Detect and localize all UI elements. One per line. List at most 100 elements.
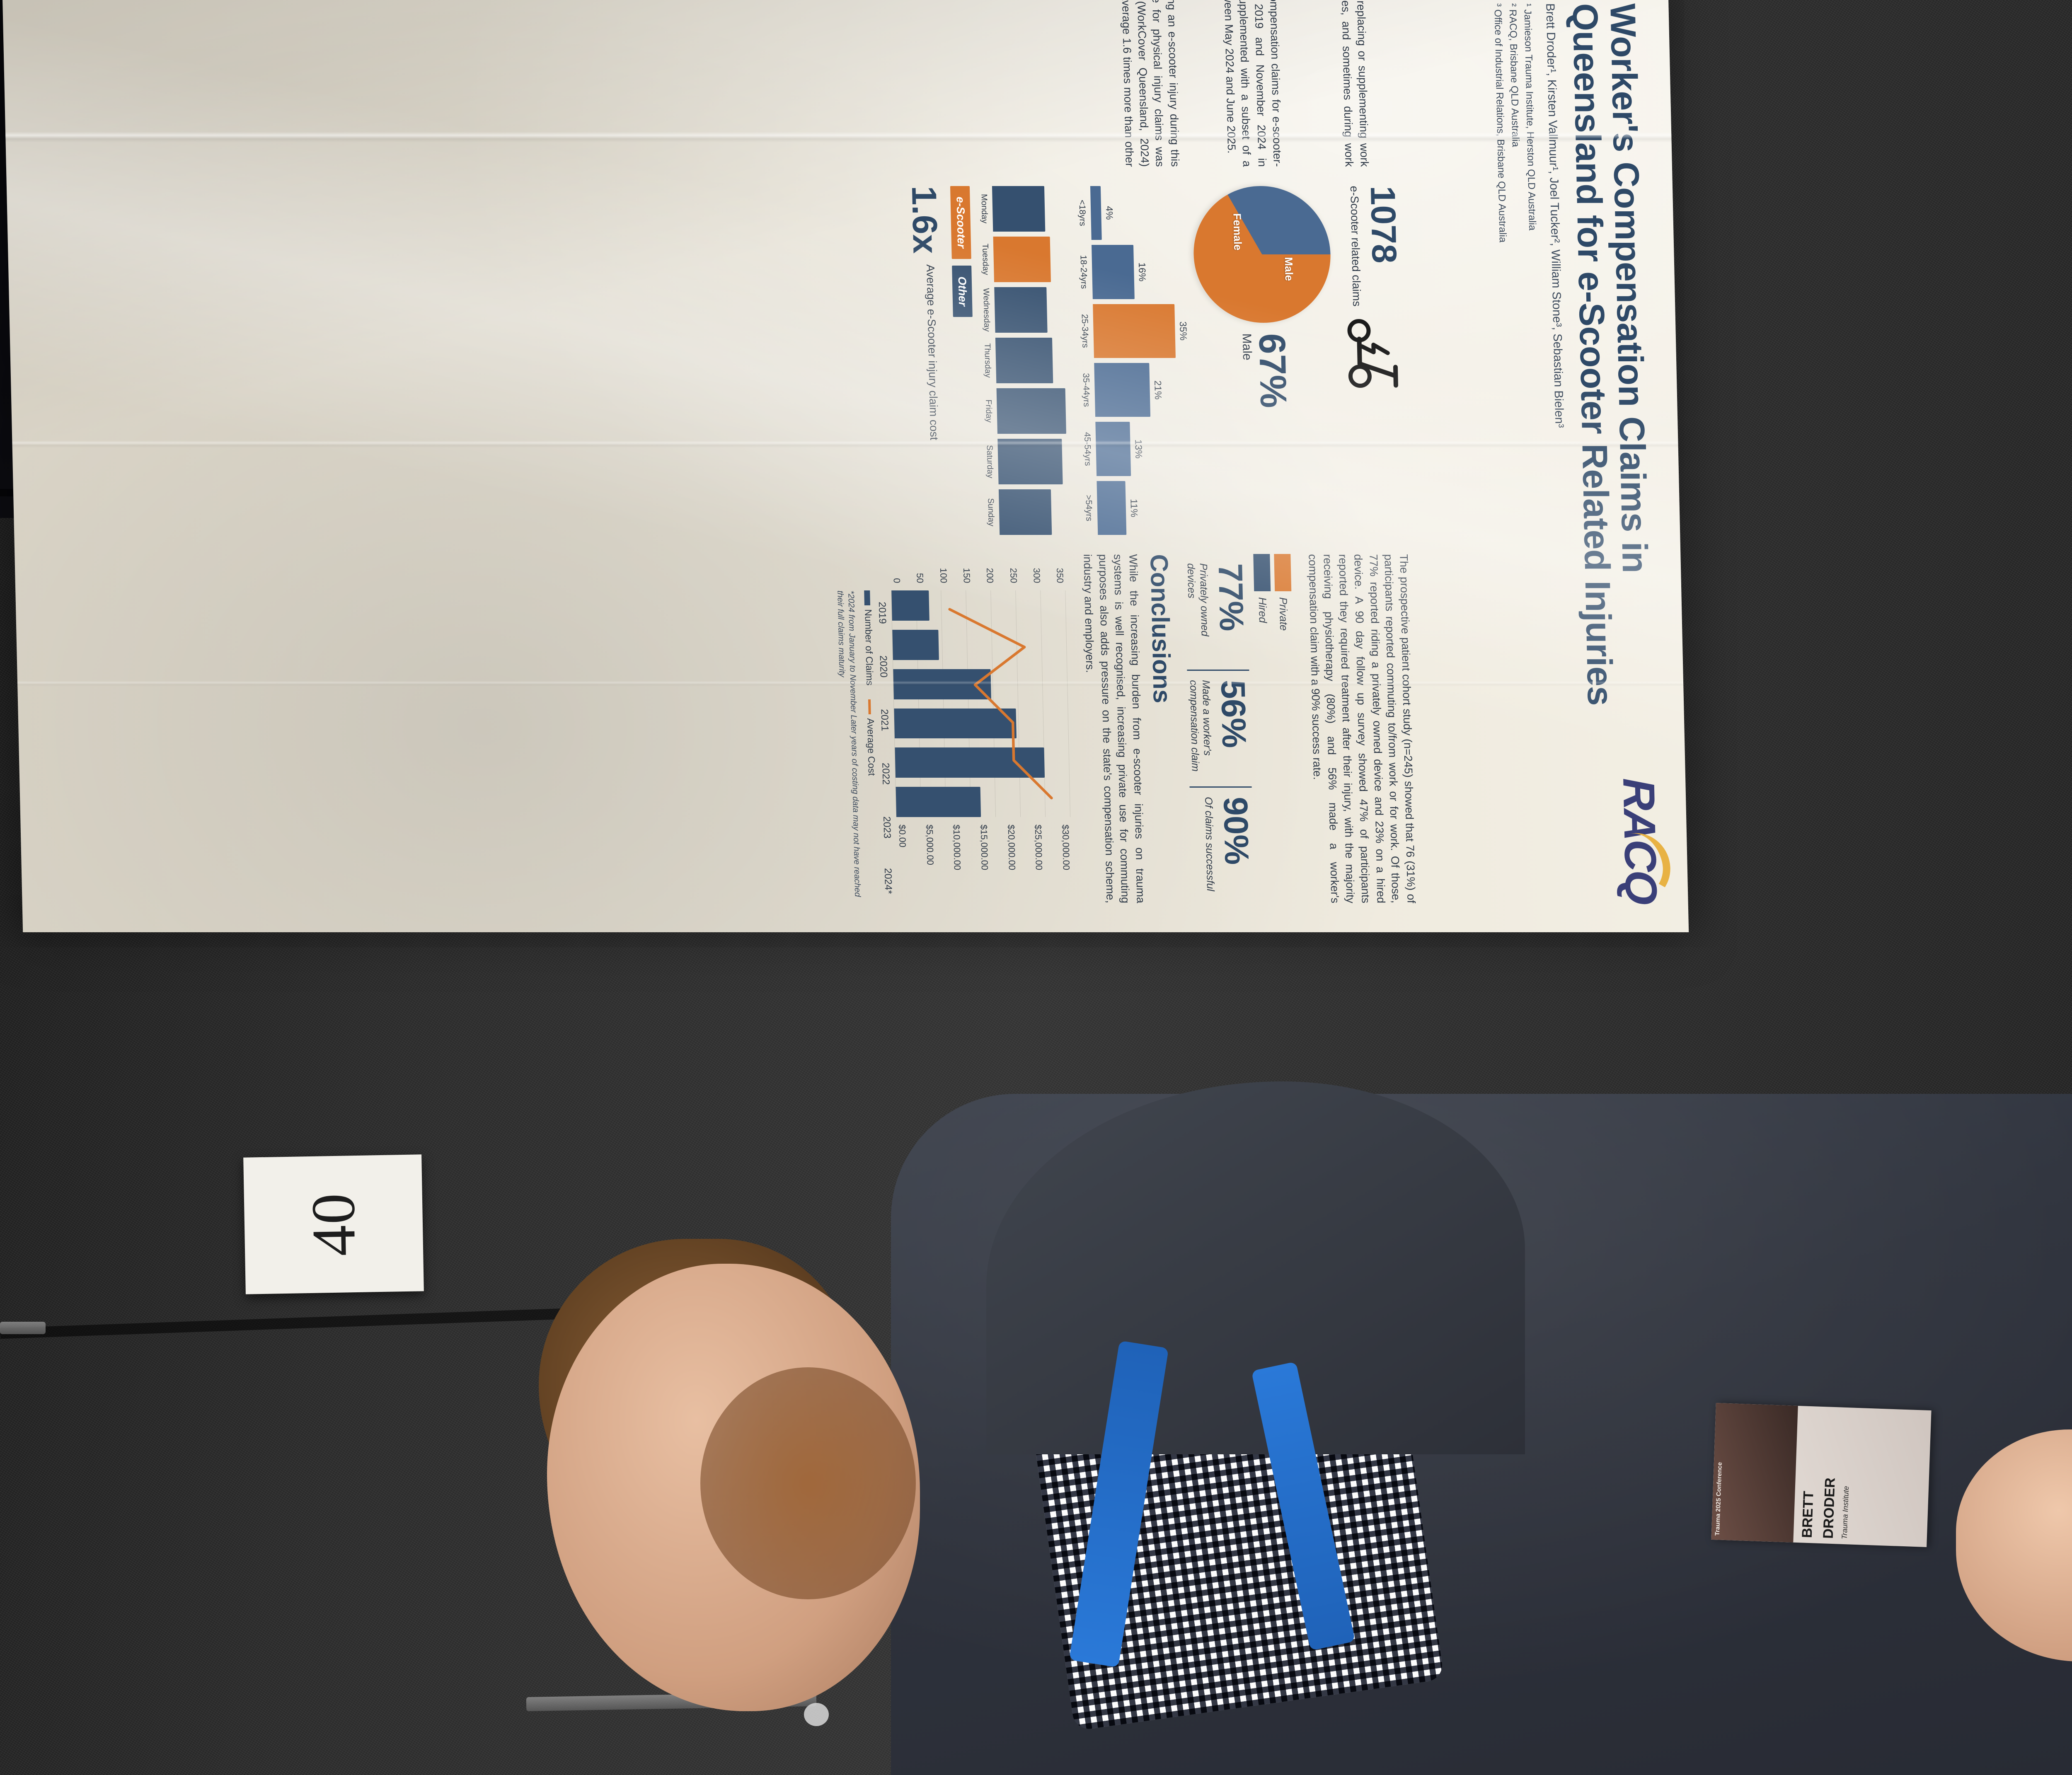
combo-legend-claims: Number of Claims	[863, 609, 876, 686]
floor-number-label: 40	[298, 1192, 369, 1257]
stat-total-claims: 1078 e-Scooter related claims	[1343, 186, 1406, 535]
day-bar-5	[997, 439, 1063, 485]
combo-ytick-r-3: $15,000.00	[978, 825, 990, 871]
day-bar-0	[992, 186, 1046, 232]
stat-cost-multiple: 1.6x Average e-Scooter injury claim cost	[904, 186, 948, 535]
age-label-1: 18-24yrs	[1078, 255, 1089, 289]
age-bar-4	[1095, 422, 1131, 476]
legend-label-hired: Hired	[1256, 597, 1270, 623]
combo-plot-area	[891, 590, 1071, 817]
combo-ytick-l-3: 150	[961, 568, 972, 583]
day-label-6: Sunday	[986, 498, 996, 527]
age-label-0: <18yrs	[1077, 200, 1088, 226]
combo-ytick-l-0: 0	[891, 578, 902, 583]
combo-ytick-r-0: $0.00	[897, 825, 908, 848]
combo-xtick-2: 2021	[879, 709, 891, 731]
section-text-conclusions: While the increasing burden from e-scoot…	[1081, 554, 1147, 904]
combo-xtick-1: 2020	[877, 655, 889, 678]
day-label-4: Friday	[984, 399, 994, 423]
kpi-claim-success-value: 90%	[1216, 797, 1256, 865]
floor-number-card: 40	[243, 1154, 424, 1294]
legend-swatch-private	[1274, 554, 1292, 592]
age-label-3: 35-44yrs	[1081, 373, 1092, 407]
combo-ytick-l-1: 50	[915, 573, 926, 583]
chart-claims-and-cost-by-year: 350 300 250 200 150 100 50 0	[834, 554, 1072, 903]
stat-male-share: 67% Male	[1239, 333, 1294, 408]
stat-male-share-value: 67%	[1251, 333, 1294, 408]
combo-xtick-0: 2019	[876, 602, 888, 624]
stat-cost-multiple-label: Average e-Scooter injury claim cost	[924, 264, 941, 440]
combo-ytick-r-4: $20,000.00	[1006, 825, 1017, 871]
section-heading-conclusions: Conclusions	[1145, 554, 1176, 704]
legend-chip-escooter: e-Scooter	[950, 186, 971, 259]
age-value-4: 13%	[1133, 439, 1145, 459]
stat-total-claims-value: 1078	[1363, 186, 1404, 264]
day-label-3: Thursday	[983, 343, 993, 378]
combo-ytick-r-6: $30,000.00	[1060, 825, 1072, 871]
combo-ytick-l-7: 350	[1055, 568, 1065, 583]
age-bar-3	[1094, 363, 1151, 417]
affiliation-list: ¹ Jamieson Trauma Institute, Herston QLD…	[1490, 3, 1550, 715]
section-heading-methods: Methods	[1283, 0, 1315, 167]
combo-average-cost-line	[948, 608, 1053, 800]
section-heading-background: Background	[1370, 0, 1403, 167]
combo-ytick-l-4: 200	[985, 568, 996, 583]
kpi-made-claim-value: 56%	[1213, 680, 1253, 748]
section-text-background: Increasingly, e-scooters have been repla…	[1319, 0, 1372, 167]
poster-columns: Background Increasingly, e-scooters have…	[15, 0, 1419, 903]
combo-ytick-l-5: 250	[1008, 568, 1019, 583]
kpi-made-claim-label: Made a worker's compensation claim	[1187, 680, 1213, 772]
combo-ytick-r-5: $25,000.00	[1033, 825, 1045, 871]
kpi-claim-success: 90% Of claims successful	[1190, 788, 1256, 903]
section-text-results-cost: The average cost of a claim involving an…	[1099, 0, 1183, 167]
poster-column-middle: 1078 e-Scooter related claims	[23, 186, 1411, 535]
combo-xtick-3: 2022	[880, 762, 892, 785]
kpi-made-claim: 56% Made a worker's compensation claim	[1187, 671, 1253, 788]
pie-slice-label-male: Male	[1282, 257, 1296, 281]
legend-label-private: Private	[1277, 597, 1290, 631]
day-label-1: Tuesday	[980, 243, 990, 275]
day-bar-3	[995, 337, 1053, 384]
combo-axis-right: $30,000.00 $25,000.00 $20,000.00 $15,000…	[897, 825, 1072, 903]
day-bar-2	[994, 287, 1048, 333]
age-bar-0	[1090, 186, 1102, 240]
legend-device-ownership: Private Hired	[1253, 554, 1298, 903]
section-heading-results: Results	[1181, 0, 1213, 167]
combo-xtick-4: 2023	[881, 816, 893, 839]
age-label-5: >54yrs	[1084, 495, 1094, 521]
day-label-0: Monday	[979, 194, 989, 224]
poster-column-right: The prospective patient cohort study (n=…	[31, 554, 1418, 903]
age-value-3: 21%	[1152, 380, 1164, 400]
kpi-claim-success-label: Of claims successful	[1203, 797, 1217, 891]
chart-sex-pie: Male Female 67% Male	[1192, 186, 1336, 535]
legend-swatch-hired	[1253, 554, 1271, 592]
floor-stand-foot	[804, 1703, 829, 1726]
day-label-5: Saturday	[985, 445, 995, 479]
age-label-2: 25-34yrs	[1080, 314, 1090, 348]
sex-pie-graphic: Male Female	[1192, 186, 1332, 323]
age-bar-2	[1093, 304, 1176, 358]
e-scooter-icon	[1347, 319, 1398, 388]
section-text-methods: A descriptive analysis of worker's compe…	[1216, 0, 1285, 167]
poster-title-block: Worker's Compensation Claims in Queensla…	[1489, 3, 1661, 715]
stat-male-share-label: Male	[1239, 333, 1254, 360]
kpi-private-devices-label: Privately owned devices	[1185, 563, 1211, 636]
age-label-4: 45-54yrs	[1082, 432, 1093, 466]
combo-legend-cost: Average Cost	[865, 718, 878, 776]
kpi-private-devices-value: 77%	[1211, 563, 1251, 631]
day-bar-1	[993, 236, 1051, 282]
chart-footnote: *2024 from January to November Later yea…	[835, 590, 862, 897]
age-value-0: 4%	[1104, 206, 1116, 220]
chart-age-distribution: 4% 16% 35% 21% 13% 11% <18yrs 18-24yrs 2…	[1077, 186, 1193, 535]
poster-title: Worker's Compensation Claims in Queensla…	[1565, 3, 1655, 706]
combo-axis-left: 350 300 250 200 150 100 50 0	[891, 554, 1065, 583]
combo-ytick-l-2: 100	[938, 568, 949, 583]
age-value-2: 35%	[1178, 321, 1189, 341]
stat-cost-multiple-value: 1.6x	[904, 186, 945, 254]
age-bar-5	[1097, 481, 1127, 535]
combo-ytick-r-2: $10,000.00	[951, 825, 963, 871]
floor-metal-strip	[0, 1322, 46, 1334]
research-poster: JAMIESON TRAUMA INSTITUTE Worker's Compe…	[0, 0, 1689, 932]
poster-header: JAMIESON TRAUMA INSTITUTE Worker's Compe…	[1409, 0, 1677, 903]
legend-chip-other: Other	[952, 266, 973, 317]
